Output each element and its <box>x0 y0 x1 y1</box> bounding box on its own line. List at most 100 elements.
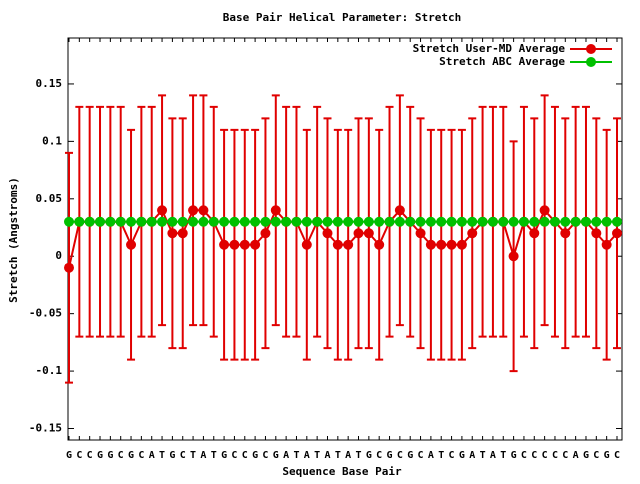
point <box>250 216 261 227</box>
point <box>363 228 374 239</box>
x-tick-label: A <box>324 450 330 461</box>
point <box>508 216 519 227</box>
point <box>384 216 395 227</box>
point <box>467 216 478 227</box>
x-tick-label: C <box>87 450 93 461</box>
point <box>239 239 250 250</box>
x-tick-label: A <box>304 450 310 461</box>
point <box>425 216 436 227</box>
y-tick-label: 0 <box>55 249 62 262</box>
point <box>549 216 560 227</box>
point <box>291 216 302 227</box>
point <box>529 216 540 227</box>
x-tick-label: C <box>542 450 548 461</box>
x-tick-label: C <box>593 450 599 461</box>
point <box>136 216 147 227</box>
x-tick-label: T <box>211 450 217 461</box>
x-tick-label: C <box>118 450 124 461</box>
x-tick-label: A <box>149 450 155 461</box>
x-tick-label: T <box>480 450 486 461</box>
point <box>229 216 240 227</box>
point <box>529 228 540 239</box>
point <box>74 216 85 227</box>
x-tick-label: C <box>397 450 403 461</box>
x-tick-label: C <box>562 450 568 461</box>
point <box>281 216 292 227</box>
x-tick-label: T <box>500 450 506 461</box>
point <box>374 239 385 250</box>
x-tick-label: G <box>66 450 72 461</box>
point <box>353 228 364 239</box>
point <box>84 216 95 227</box>
y-tick-label: 0.1 <box>42 134 62 147</box>
point <box>446 239 457 250</box>
x-tick-label: G <box>252 450 258 461</box>
point <box>95 216 106 227</box>
point <box>508 251 519 262</box>
point <box>208 216 219 227</box>
x-tick-label: G <box>459 450 465 461</box>
point <box>64 262 74 273</box>
x-tick-label: A <box>283 450 289 461</box>
point <box>157 216 168 227</box>
point <box>518 216 529 227</box>
x-tick-label: G <box>273 450 279 461</box>
point <box>539 216 550 227</box>
x-tick-label: G <box>169 450 175 461</box>
point <box>322 228 333 239</box>
x-tick-label: C <box>552 450 558 461</box>
x-tick-label: T <box>438 450 444 461</box>
point <box>322 216 333 227</box>
point <box>198 205 209 216</box>
point <box>343 216 354 227</box>
x-tick-label: C <box>76 450 82 461</box>
point <box>157 205 168 216</box>
point <box>301 239 312 250</box>
point <box>415 216 426 227</box>
point <box>126 239 137 250</box>
point <box>580 216 591 227</box>
x-tick-label: C <box>242 450 248 461</box>
legend-marker <box>586 44 596 54</box>
x-axis-label: Sequence Base Pair <box>282 465 402 478</box>
legend-marker <box>586 57 596 67</box>
x-tick-label: C <box>262 450 268 461</box>
point <box>487 216 498 227</box>
point <box>591 228 602 239</box>
point <box>260 216 271 227</box>
y-tick-label: -0.1 <box>36 364 63 377</box>
point <box>64 216 74 227</box>
point <box>126 216 137 227</box>
point <box>425 239 436 250</box>
point <box>301 216 312 227</box>
point <box>177 228 188 239</box>
x-tick-label: G <box>583 450 589 461</box>
x-tick-label: G <box>407 450 413 461</box>
point <box>219 239 230 250</box>
point <box>105 216 116 227</box>
point <box>167 228 178 239</box>
point <box>612 216 622 227</box>
point <box>601 216 612 227</box>
x-tick-label: T <box>159 450 165 461</box>
y-axis-label: Stretch (Angstroms) <box>7 177 20 303</box>
legend-label: Stretch ABC Average <box>439 55 565 68</box>
point <box>146 216 157 227</box>
y-tick-label: 0.05 <box>36 192 63 205</box>
x-tick-label: G <box>511 450 517 461</box>
point <box>436 239 447 250</box>
point <box>477 216 488 227</box>
x-tick-label: T <box>190 450 196 461</box>
x-tick-label: C <box>614 450 620 461</box>
point <box>539 205 550 216</box>
point <box>312 216 323 227</box>
point <box>436 216 447 227</box>
x-tick-label: G <box>107 450 113 461</box>
x-tick-label: A <box>469 450 475 461</box>
chart-title: Base Pair Helical Parameter: Stretch <box>223 11 461 24</box>
point <box>229 239 240 250</box>
point <box>260 228 271 239</box>
point <box>332 239 343 250</box>
point <box>467 228 478 239</box>
